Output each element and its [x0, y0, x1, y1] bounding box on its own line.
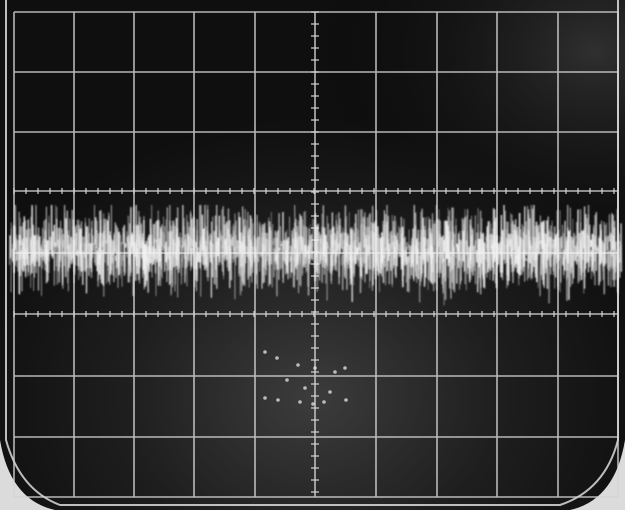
- trace-segment: [70, 237, 73, 261]
- trace-segment: [321, 213, 323, 256]
- phosphor-dot: [263, 396, 267, 400]
- phosphor-dot: [343, 366, 347, 370]
- phosphor-dot: [285, 378, 289, 382]
- trace-segment: [115, 250, 118, 279]
- graticule-center-ticks: [13, 11, 615, 493]
- trace-segment: [304, 245, 307, 258]
- trace-segment: [616, 250, 619, 267]
- trace-segment: [9, 235, 11, 266]
- trace-segment: [38, 250, 41, 256]
- trace-segment: [556, 234, 559, 288]
- phosphor-dot: [322, 400, 326, 404]
- trace-segment: [496, 243, 498, 263]
- trace-segment: [377, 238, 380, 273]
- trace-segment: [248, 229, 251, 262]
- trace-segment: [317, 233, 319, 259]
- trace-segment: [536, 250, 539, 261]
- trace-segment: [414, 245, 417, 277]
- phosphor-dot: [275, 356, 279, 360]
- trace-segment: [99, 210, 101, 260]
- trace-segment: [503, 241, 506, 255]
- trace-segment: [451, 207, 454, 270]
- trace-segment: [126, 239, 128, 248]
- trace-segment: [90, 220, 93, 278]
- trace-segment: [564, 220, 566, 271]
- trace-segment: [190, 247, 193, 267]
- trace-segment: [307, 228, 310, 296]
- phosphor-dot: [344, 398, 348, 402]
- phosphor-dot: [333, 370, 337, 374]
- trace-segment: [135, 204, 137, 281]
- trace-segment: [56, 252, 58, 285]
- trace-segment: [478, 253, 481, 279]
- trace-segment: [603, 221, 606, 267]
- trace-segment: [386, 222, 388, 267]
- phosphor-dot: [296, 363, 300, 367]
- noise-trace: [9, 204, 623, 306]
- trace-segment: [421, 209, 423, 274]
- trace-segment: [195, 241, 197, 292]
- phosphor-dot: [328, 390, 332, 394]
- trace-segment: [518, 240, 521, 279]
- trace-segment: [488, 247, 491, 249]
- phosphor-dot: [313, 366, 317, 370]
- phosphor-dot: [311, 402, 315, 406]
- trace-segment: [115, 225, 118, 253]
- phosphor-dots: [263, 350, 348, 406]
- trace-segment: [424, 229, 426, 250]
- trace-segment: [21, 242, 23, 270]
- trace-segment: [145, 240, 148, 258]
- trace-segment: [161, 224, 163, 247]
- trace-segment: [194, 239, 196, 281]
- trace-segment: [119, 234, 122, 246]
- phosphor-dot: [276, 398, 280, 402]
- phosphor-dot: [263, 350, 267, 354]
- crt-bezel-shadow-right: [570, 440, 625, 510]
- trace-segment: [460, 257, 462, 285]
- trace-segment: [607, 235, 609, 269]
- phosphor-dot: [303, 386, 307, 390]
- trace-segment: [324, 234, 327, 269]
- phosphor-dot: [298, 400, 302, 404]
- trace-segment: [464, 209, 466, 263]
- trace-segment: [565, 240, 568, 301]
